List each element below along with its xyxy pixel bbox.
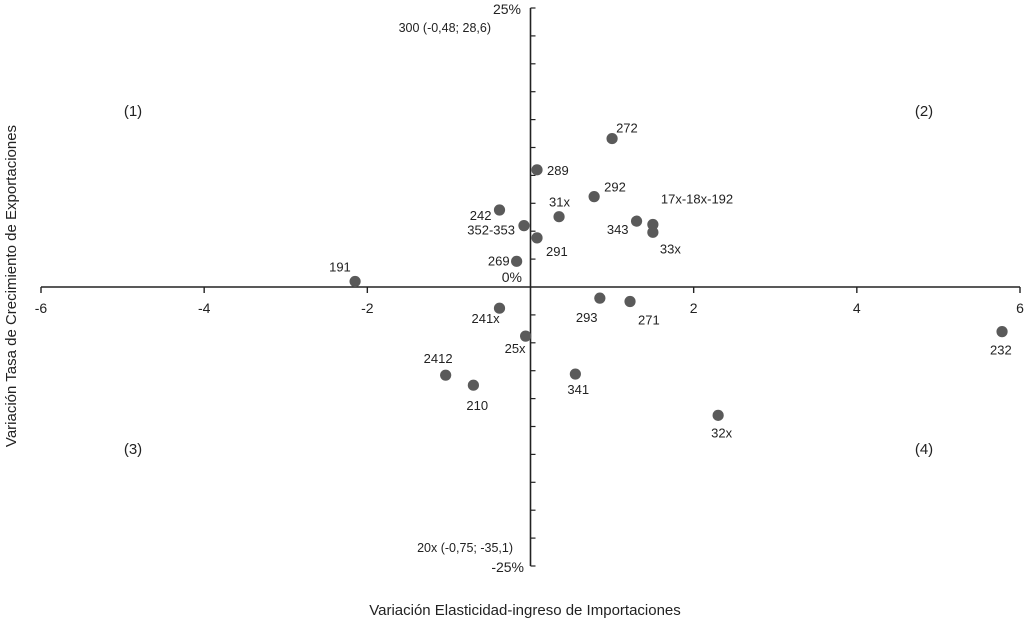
point-293 [594, 292, 606, 304]
quadrant-label-1: (1) [124, 103, 142, 120]
point-label-25x: 25x [505, 341, 526, 356]
point-2412 [440, 369, 452, 381]
point-272 [606, 132, 618, 145]
point-label-210: 210 [466, 398, 488, 413]
data-points [349, 132, 1008, 421]
point-label-31x: 31x [549, 195, 570, 210]
point-241x [493, 302, 506, 314]
point-label-232: 232 [990, 343, 1012, 358]
x-tick-label: -4 [198, 300, 211, 316]
y-origin-label: 0% [502, 269, 522, 285]
point-341 [569, 368, 581, 380]
quadrant-label-2: (2) [915, 103, 933, 120]
point-label-289: 289 [547, 163, 569, 178]
point-289 [531, 164, 543, 176]
x-tick-label: 2 [690, 300, 698, 316]
point-191 [349, 275, 361, 288]
x-tick-label: -6 [35, 300, 48, 316]
point-label-33x: 33x [660, 241, 681, 256]
y-bottom-label: -25% [491, 559, 524, 575]
axes [41, 7, 1020, 567]
point-label-191: 191 [329, 259, 351, 274]
point-269 [511, 255, 523, 267]
point-label-241x: 241x [471, 311, 500, 326]
point-292 [588, 191, 600, 203]
point-291 [531, 232, 543, 244]
point-labels: 272 289 292 242 31x 17x-18x-192 343 352-353 33x 2… [329, 121, 1012, 441]
outlier-note-top: 300 (-0,48; 28,6) [399, 21, 491, 35]
point-label-269: 269 [488, 253, 510, 268]
point-242 [493, 204, 506, 216]
y-top-label: 25% [493, 1, 521, 17]
point-label-352-353: 352-353 [467, 223, 515, 238]
x-tick-label: 4 [853, 300, 861, 316]
point-label-2412: 2412 [424, 351, 453, 366]
point-32x [712, 409, 724, 421]
point-label-293: 293 [576, 310, 598, 325]
quadrant-label-3: (3) [124, 441, 142, 458]
quadrant-label-4: (4) [915, 441, 933, 458]
point-label-17x-18x-192: 17x-18x-192 [661, 192, 733, 207]
point-label-343: 343 [607, 222, 629, 237]
x-axis-title: Variación Elasticidad-ingreso de Importa… [369, 602, 681, 619]
point-271 [624, 295, 636, 308]
point-label-341: 341 [567, 382, 589, 397]
point-31x [553, 211, 565, 223]
point-label-292: 292 [604, 180, 626, 195]
point-label-32x: 32x [711, 425, 732, 440]
point-label-291: 291 [546, 244, 568, 259]
point-label-242: 242 [470, 208, 492, 223]
outlier-note-bottom: 20x (-0,75; -35,1) [417, 541, 513, 555]
point-17x-18x-192 [647, 218, 659, 231]
x-tick-label: -2 [361, 300, 374, 316]
x-tick-label: 6 [1016, 300, 1024, 316]
point-25x [520, 330, 532, 342]
point-33x [647, 226, 659, 238]
point-232 [996, 326, 1008, 338]
y-axis-title: Variación Tasa de Crecimiento de Exporta… [3, 125, 20, 447]
point-352-353 [518, 220, 530, 232]
point-label-271: 271 [638, 313, 660, 328]
point-label-272: 272 [616, 121, 638, 136]
point-343 [630, 215, 643, 227]
x-ticks: -6 -4 -2 2 4 6 [35, 287, 1024, 316]
point-210 [467, 379, 479, 391]
